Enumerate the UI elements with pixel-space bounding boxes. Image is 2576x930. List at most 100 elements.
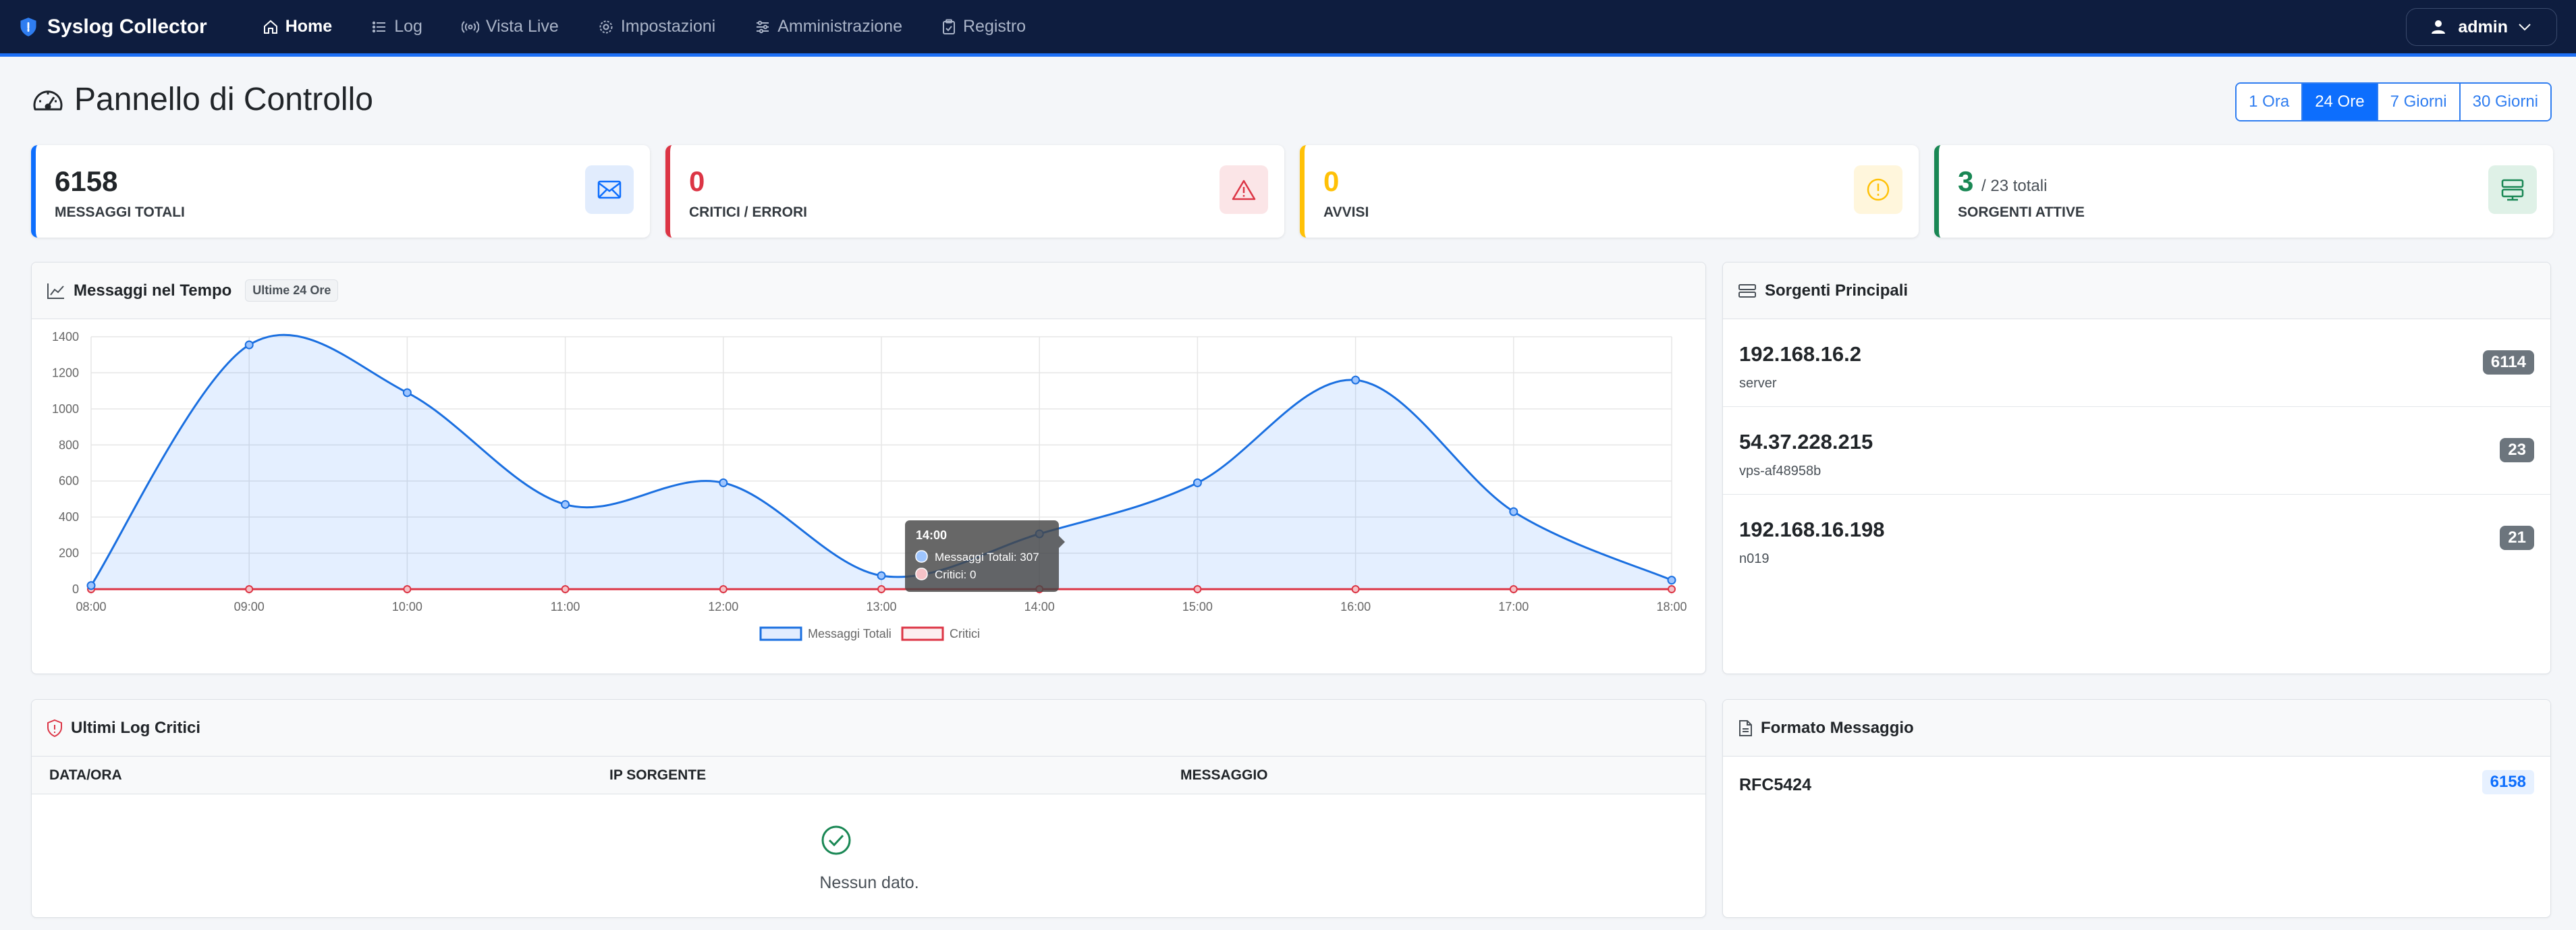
stat-sources-total: / 23 totali (1981, 177, 2048, 195)
clipboard-icon (942, 19, 955, 34)
x-tick-label: 09:00 (234, 600, 265, 613)
x-tick-label: 13:00 (866, 600, 896, 613)
x-tick-label: 15:00 (1182, 600, 1213, 613)
messages-over-time-card: Messaggi nel Tempo Ultime 24 Ore 0 200 400… (31, 262, 1706, 674)
range-24h-button[interactable]: 24 Ore (2303, 84, 2378, 120)
critical-logs-card: Ultimi Log Critici DATA/ORA IP SORGENTE … (31, 699, 1706, 918)
top-navbar: Syslog Collector Home Log Vista Live Imp… (0, 0, 2576, 57)
data-point-total (561, 499, 570, 509)
chart-range-badge: Ultime 24 Ore (245, 279, 339, 302)
range-30d-button[interactable]: 30 Giorni (2460, 84, 2550, 120)
legend-swatch-total (759, 626, 802, 641)
data-point-total (877, 571, 886, 580)
data-point-critical (1193, 585, 1202, 593)
stat-card-total: 6158 MESSAGGI TOTALI (31, 145, 650, 238)
x-tick-label: 17:00 (1498, 600, 1529, 613)
source-ip: 192.168.16.198 (1739, 518, 1885, 541)
shield-exclamation-icon (47, 719, 62, 737)
y-tick-label: 600 (59, 474, 79, 488)
data-point-total (719, 478, 728, 487)
hdd-stack-icon (1738, 283, 1756, 298)
data-point-critical (403, 585, 412, 593)
tooltip-line-critical: Critici: 0 (935, 568, 976, 581)
x-tick-label: 18:00 (1656, 600, 1687, 613)
source-row[interactable]: 54.37.228.215 vps-af48958b 23 (1723, 407, 2550, 495)
y-tick-label: 1400 (52, 330, 79, 344)
range-1h-button[interactable]: 1 Ora (2237, 84, 2303, 120)
page-title-text: Pannello di Controllo (74, 82, 373, 117)
messages-line-chart[interactable]: 0 200 400 600 800 1000 1200 1400 08:00 09:00 10:00… (32, 319, 1707, 674)
sliders-icon (757, 20, 769, 33)
stat-sources-value: 3 (1958, 165, 1974, 197)
legend-swatch-critical (901, 626, 944, 641)
tooltip-box (905, 520, 1059, 592)
check-circle-icon (821, 825, 852, 859)
data-point-critical (1509, 585, 1518, 593)
user-name: admin (2458, 17, 2508, 36)
shield-icon (20, 17, 36, 36)
nav-registry[interactable]: Registro (941, 17, 1026, 36)
stat-card-sources: 3 / 23 totali SORGENTI ATTIVE (1934, 145, 2553, 238)
stat-warnings-value: 0 (1323, 165, 1340, 197)
exclamation-circle-icon (1854, 165, 1902, 214)
nav-log[interactable]: Log (371, 17, 422, 36)
data-point-critical (877, 585, 885, 593)
range-7d-button[interactable]: 7 Giorni (2378, 84, 2461, 120)
stat-warnings-label: AVVISI (1323, 204, 1369, 220)
stat-total-label: MESSAGGI TOTALI (55, 204, 185, 220)
data-point-total (86, 581, 96, 591)
chevron-down-icon (2519, 24, 2531, 31)
speedometer-icon (33, 90, 63, 110)
user-menu-button[interactable]: admin (2406, 8, 2557, 46)
source-count-badge: 23 (2500, 438, 2534, 462)
nav-settings[interactable]: Impostazioni (598, 17, 715, 36)
column-header-datetime[interactable]: DATA/ORA (49, 767, 122, 783)
gear-icon (599, 20, 613, 33)
brand[interactable]: Syslog Collector (19, 16, 207, 38)
brand-name: Syslog Collector (47, 15, 207, 38)
column-header-message[interactable]: MESSAGGIO (1180, 767, 1268, 783)
stat-critical-value: 0 (689, 165, 705, 197)
stat-card-warnings: 0 AVVISI (1300, 145, 1919, 238)
source-host: n019 (1739, 551, 1770, 566)
series-area-total (91, 335, 1672, 589)
user-icon (2432, 20, 2446, 34)
source-row[interactable]: 192.168.16.2 server 6114 (1723, 319, 2550, 407)
series-line-total (90, 333, 1672, 586)
tooltip-caret (1059, 535, 1065, 548)
tooltip-swatch-critical (915, 568, 928, 580)
nav-home-label: Home (285, 17, 333, 36)
nav-home[interactable]: Home (263, 17, 332, 36)
server-icon (2488, 165, 2537, 214)
list-icon (372, 21, 386, 32)
broadcast-icon (461, 20, 479, 33)
source-row[interactable]: 192.168.16.198 n019 21 (1723, 495, 2550, 582)
warning-triangle-icon (1220, 165, 1268, 214)
stat-sources-label: SORGENTI ATTIVE (1958, 204, 2085, 220)
chart-card-title: Messaggi nel Tempo (74, 281, 232, 300)
legend-label-critical: Critici (950, 627, 980, 640)
data-point-total (1193, 478, 1202, 487)
stat-critical-label: CRITICI / ERRORI (689, 204, 808, 220)
y-tick-label: 200 (59, 547, 79, 560)
column-header-source-ip[interactable]: IP SORGENTE (609, 767, 707, 783)
y-tick-label: 1000 (52, 402, 79, 416)
nav-live[interactable]: Vista Live (461, 17, 559, 36)
chart-card-header: Messaggi nel Tempo Ultime 24 Ore (32, 263, 1705, 319)
x-tick-label: 14:00 (1024, 600, 1055, 613)
page-title: Pannello di Controllo (31, 81, 373, 118)
x-tick-label: 11:00 (551, 600, 580, 613)
tooltip-line-total: Messaggi Totali: 307 (935, 551, 1039, 564)
y-tick-label: 1200 (52, 366, 79, 379)
critical-logs-title: Ultimi Log Critici (71, 718, 200, 737)
source-count-badge: 6114 (2482, 350, 2534, 375)
nav-admin[interactable]: Amministrazione (755, 17, 902, 36)
message-format-header: Formato Messaggio (1723, 700, 2550, 757)
message-format-card: Formato Messaggio RFC5424 6158 (1722, 699, 2551, 918)
data-point-critical (561, 585, 570, 593)
critical-logs-header: Ultimi Log Critici (32, 700, 1705, 757)
data-point-critical (719, 585, 728, 593)
data-point-critical (1668, 585, 1676, 593)
legend-label-total: Messaggi Totali (808, 627, 892, 640)
top-sources-card: Sorgenti Principali 192.168.16.2 server … (1722, 262, 2551, 674)
